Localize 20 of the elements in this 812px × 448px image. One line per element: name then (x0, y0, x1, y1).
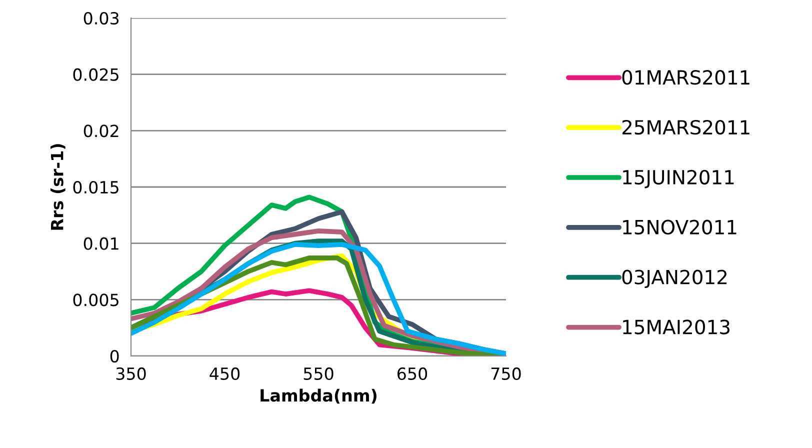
y-tick-label: 0.005 (73, 294, 118, 306)
legend-label: 01MARS2011 (622, 70, 750, 85)
x-tick-label: 450 (210, 367, 240, 380)
y-axis-title: Rrs (sr-1) (50, 144, 66, 230)
y-tick-label: 0.025 (73, 68, 118, 81)
x-axis-title: Lambda(nm) (260, 388, 376, 404)
x-tick-label: 750 (491, 367, 521, 380)
x-tick-label: 350 (116, 367, 146, 380)
x-tick-label: 650 (398, 367, 428, 380)
legend-label: 15MAI2013 (623, 320, 730, 334)
legend-label: 15JUIN2011 (623, 170, 734, 188)
legend-label: 03JAN2012 (622, 270, 727, 288)
x-tick-label: 550 (304, 367, 334, 380)
y-tick-label: 0 (110, 350, 119, 363)
y-tick-label: 0.01 (84, 237, 118, 250)
y-tick-label: 0.02 (84, 124, 118, 138)
y-tick-label: 0.03 (84, 12, 119, 25)
y-tick-label: 0.015 (73, 180, 118, 194)
legend-label: 15NOV2011 (623, 220, 736, 235)
legend-label: 25MARS2011 (622, 120, 750, 135)
